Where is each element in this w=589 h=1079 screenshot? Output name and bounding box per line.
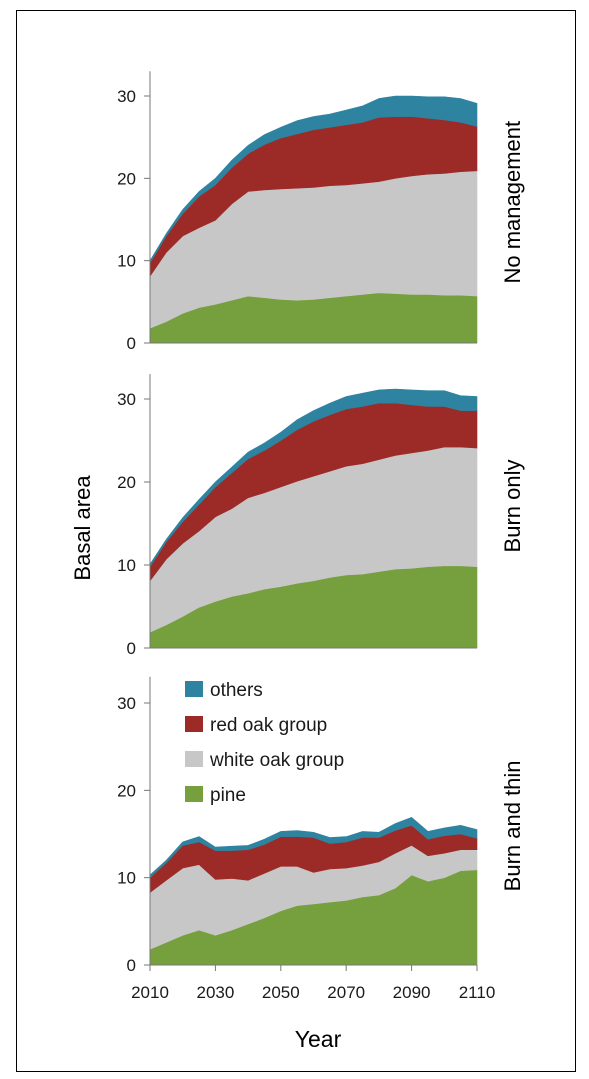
panel-label-0: No management: [500, 121, 525, 284]
legend: others red oak group white oak group pine: [185, 680, 344, 806]
area-others: [149, 388, 478, 568]
y-tick-label: 10: [117, 252, 136, 271]
panel-0: 0 10 20 30 No management: [117, 71, 525, 353]
area-others: [149, 817, 478, 879]
y-tick-label: 10: [117, 869, 136, 888]
chart-frame: [16, 10, 576, 1072]
x-tick-label: 2030: [196, 983, 234, 1002]
y-tick-label: 0: [127, 334, 136, 353]
axes-text: Basal area Year: [70, 475, 342, 1052]
area-others: [149, 95, 478, 265]
y-tick-label: 30: [117, 87, 136, 106]
legend-label: others: [210, 680, 263, 701]
panel-1: 0 10 20 30 Burn only: [117, 374, 525, 658]
legend-swatch-white-oak-group: [185, 751, 203, 767]
x-tick-label: 2050: [262, 983, 300, 1002]
y-tick-label: 30: [117, 694, 136, 713]
x-axis-title: Year: [295, 1026, 342, 1052]
x-tick-label: 2110: [459, 983, 496, 1002]
y-tick-label: 0: [127, 639, 136, 658]
legend-label: pine: [210, 785, 246, 806]
y-tick-label: 20: [117, 781, 136, 800]
y-tick-label: 20: [117, 169, 136, 188]
panel-label-2: Burn and thin: [500, 760, 525, 891]
y-tick-label: 30: [117, 390, 136, 409]
x-tick-label: 2070: [327, 983, 365, 1002]
legend-label: red oak group: [210, 715, 327, 736]
x-tick-label: 2090: [393, 983, 431, 1002]
y-axis-title: Basal area: [70, 475, 95, 581]
y-tick-label: 20: [117, 473, 136, 492]
y-tick-label: 0: [127, 956, 136, 975]
legend-label: white oak group: [209, 750, 344, 771]
legend-swatch-others: [185, 681, 203, 697]
x-tick-label: 2010: [131, 983, 169, 1002]
panel-label-1: Burn only: [500, 460, 525, 553]
legend-swatch-pine: [185, 786, 203, 802]
y-tick-label: 10: [117, 556, 136, 575]
legend-swatch-red-oak-group: [185, 716, 203, 732]
